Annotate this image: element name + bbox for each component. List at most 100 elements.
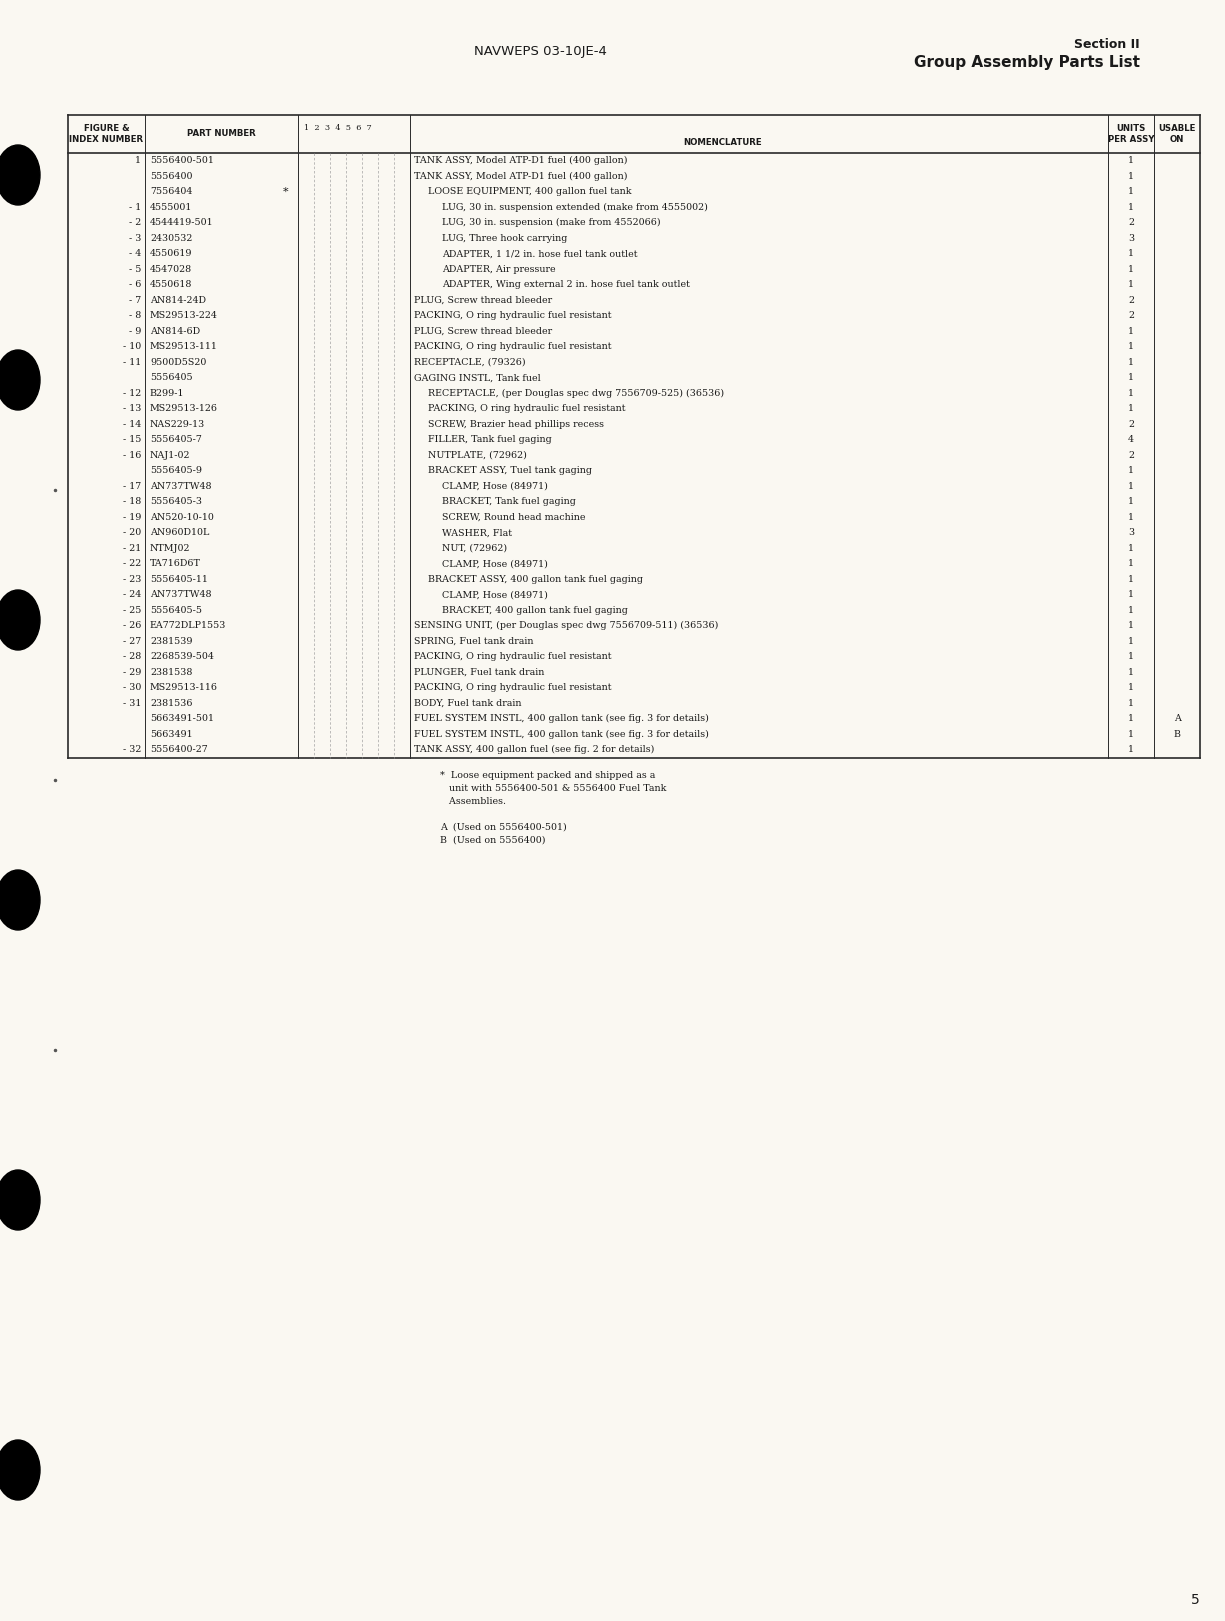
Text: - 4: - 4 [129,250,141,258]
Text: AN737TW48: AN737TW48 [149,481,212,491]
Text: NAS229-13: NAS229-13 [149,420,206,428]
Ellipse shape [0,870,40,930]
Text: PLUNGER, Fuel tank drain: PLUNGER, Fuel tank drain [414,668,544,676]
Text: CLAMP, Hose (84971): CLAMP, Hose (84971) [442,559,548,569]
Text: - 1: - 1 [129,203,141,212]
Text: LUG, 30 in. suspension (make from 4552066): LUG, 30 in. suspension (make from 455206… [442,219,660,227]
Text: 2: 2 [1128,295,1134,305]
Text: 2: 2 [1128,219,1134,227]
Text: 4550619: 4550619 [149,250,192,258]
Text: 2430532: 2430532 [149,233,192,243]
Text: B299-1: B299-1 [149,389,185,397]
Text: - 9: - 9 [129,327,141,336]
Text: - 6: - 6 [129,280,141,289]
Text: 1: 1 [1128,250,1134,258]
Text: LUG, 30 in. suspension extended (make from 4555002): LUG, 30 in. suspension extended (make fr… [442,203,708,212]
Text: NUTPLATE, (72962): NUTPLATE, (72962) [428,451,527,460]
Text: - 25: - 25 [122,606,141,614]
Text: 2381536: 2381536 [149,699,192,708]
Text: 1: 1 [1128,358,1134,366]
Text: CLAMP, Hose (84971): CLAMP, Hose (84971) [442,590,548,600]
Text: LUG, Three hook carrying: LUG, Three hook carrying [442,233,567,243]
Text: SPRING, Fuel tank drain: SPRING, Fuel tank drain [414,637,534,645]
Text: SCREW, Round head machine: SCREW, Round head machine [442,512,586,522]
Text: 1: 1 [1128,156,1134,165]
Text: 5556400-501: 5556400-501 [149,156,214,165]
Text: - 29: - 29 [122,668,141,676]
Text: 4550618: 4550618 [149,280,192,289]
Text: 1: 1 [1128,188,1134,196]
Text: AN960D10L: AN960D10L [149,528,209,537]
Text: 4555001: 4555001 [149,203,192,212]
Text: - 27: - 27 [122,637,141,645]
Text: - 5: - 5 [129,264,141,274]
Text: 1: 1 [1128,172,1134,182]
Text: A: A [1174,715,1181,723]
Text: PART NUMBER: PART NUMBER [187,130,256,138]
Text: 5556405-11: 5556405-11 [149,575,208,584]
Text: MS29513-116: MS29513-116 [149,682,218,692]
Text: 4544419-501: 4544419-501 [149,219,213,227]
Text: TANK ASSY, 400 gallon fuel (see fig. 2 for details): TANK ASSY, 400 gallon fuel (see fig. 2 f… [414,746,654,754]
Text: 2268539-504: 2268539-504 [149,652,214,661]
Text: 1: 1 [1128,203,1134,212]
Text: UNITS
PER ASSY: UNITS PER ASSY [1107,123,1154,144]
Text: ADAPTER, 1 1/2 in. hose fuel tank outlet: ADAPTER, 1 1/2 in. hose fuel tank outlet [442,250,637,258]
Text: - 21: - 21 [122,543,141,553]
Text: 1: 1 [1128,543,1134,553]
Text: 1: 1 [1128,512,1134,522]
Text: 1: 1 [1128,621,1134,631]
Text: - 8: - 8 [129,311,141,321]
Text: 1: 1 [1128,404,1134,413]
Text: *  Loose equipment packed and shipped as a: * Loose equipment packed and shipped as … [440,772,655,780]
Text: 1: 1 [1128,389,1134,397]
Text: NAVWEPS 03-10JE-4: NAVWEPS 03-10JE-4 [474,45,606,58]
Text: 4547028: 4547028 [149,264,192,274]
Text: 5556400-27: 5556400-27 [149,746,208,754]
Text: - 12: - 12 [122,389,141,397]
Text: - 24: - 24 [122,590,141,600]
Text: FIGURE &
INDEX NUMBER: FIGURE & INDEX NUMBER [70,123,143,144]
Text: 1: 1 [1128,637,1134,645]
Text: 1: 1 [1128,699,1134,708]
Text: - 31: - 31 [122,699,141,708]
Text: AN814-24D: AN814-24D [149,295,206,305]
Text: 1: 1 [1128,746,1134,754]
Text: 2: 2 [1128,311,1134,321]
Text: BRACKET ASSY, Tuel tank gaging: BRACKET ASSY, Tuel tank gaging [428,467,592,475]
Ellipse shape [0,350,40,410]
Text: 1: 1 [1128,280,1134,289]
Text: WASHER, Flat: WASHER, Flat [442,528,512,537]
Text: CLAMP, Hose (84971): CLAMP, Hose (84971) [442,481,548,491]
Text: PLUG, Screw thread bleeder: PLUG, Screw thread bleeder [414,295,552,305]
Text: TANK ASSY, Model ATP-D1 fuel (400 gallon): TANK ASSY, Model ATP-D1 fuel (400 gallon… [414,172,627,182]
Text: PLUG, Screw thread bleeder: PLUG, Screw thread bleeder [414,327,552,336]
Text: - 28: - 28 [122,652,141,661]
Text: A  (Used on 5556400-501): A (Used on 5556400-501) [440,823,567,832]
Text: 5556405-5: 5556405-5 [149,606,202,614]
Ellipse shape [0,1170,40,1230]
Text: 4: 4 [1128,436,1134,444]
Text: PACKING, O ring hydraulic fuel resistant: PACKING, O ring hydraulic fuel resistant [414,311,611,321]
Ellipse shape [0,590,40,650]
Text: Section II: Section II [1074,39,1140,52]
Text: LOOSE EQUIPMENT, 400 gallon fuel tank: LOOSE EQUIPMENT, 400 gallon fuel tank [428,188,632,196]
Text: 9500D5S20: 9500D5S20 [149,358,206,366]
Text: BRACKET, Tank fuel gaging: BRACKET, Tank fuel gaging [442,498,576,506]
Text: PACKING, O ring hydraulic fuel resistant: PACKING, O ring hydraulic fuel resistant [414,342,611,352]
Text: - 30: - 30 [122,682,141,692]
Text: 7556404: 7556404 [149,188,192,196]
Text: 1: 1 [1128,682,1134,692]
Text: B: B [1174,729,1181,739]
Text: - 16: - 16 [122,451,141,460]
Text: Assemblies.: Assemblies. [440,798,506,806]
Text: MS29513-126: MS29513-126 [149,404,218,413]
Text: - 17: - 17 [122,481,141,491]
Text: 1: 1 [1128,729,1134,739]
Text: 1: 1 [1128,373,1134,383]
Text: 1: 1 [1128,498,1134,506]
Text: 1: 1 [1128,327,1134,336]
Text: NOMENCLATURE: NOMENCLATURE [684,138,762,148]
Text: BODY, Fuel tank drain: BODY, Fuel tank drain [414,699,522,708]
Text: - 15: - 15 [122,436,141,444]
